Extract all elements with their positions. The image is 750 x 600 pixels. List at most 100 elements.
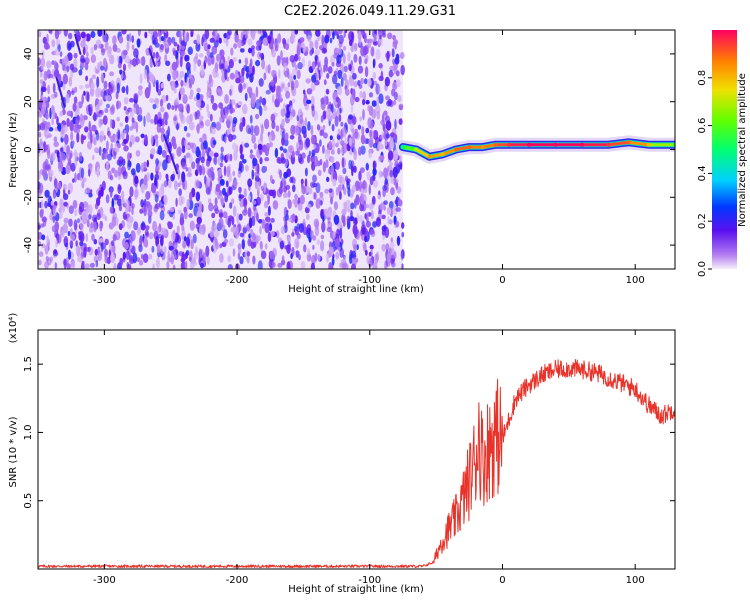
noise-blob bbox=[391, 48, 395, 58]
noise-blob bbox=[295, 241, 299, 249]
noise-blob bbox=[328, 140, 332, 149]
noise-blob bbox=[301, 125, 307, 135]
noise-blob bbox=[292, 98, 296, 104]
noise-blob bbox=[196, 99, 202, 108]
noise-blob bbox=[212, 102, 218, 111]
noise-blob bbox=[340, 121, 344, 127]
noise-blob bbox=[195, 180, 202, 188]
noise-blob bbox=[338, 174, 343, 184]
noise-blob bbox=[140, 183, 145, 194]
noise-blob bbox=[342, 167, 347, 175]
colorbar-tick-label: 0.6 bbox=[697, 118, 708, 134]
track-segment bbox=[441, 148, 458, 156]
noise-blob bbox=[251, 45, 255, 50]
noise-blob bbox=[385, 243, 390, 251]
noise-blob bbox=[383, 167, 388, 179]
noise-blob bbox=[137, 227, 142, 234]
noise-blob bbox=[329, 135, 333, 140]
noise-blob bbox=[63, 183, 67, 191]
noise-blob bbox=[131, 44, 135, 50]
noise-blob bbox=[149, 98, 155, 103]
noise-blob bbox=[224, 60, 229, 69]
noise-blob bbox=[385, 133, 391, 139]
noise-blob bbox=[72, 102, 77, 112]
noise-blob bbox=[337, 69, 343, 79]
noise-blob bbox=[187, 46, 193, 55]
noise-blob bbox=[229, 153, 233, 162]
noise-blob bbox=[176, 123, 179, 131]
noise-blob bbox=[106, 160, 110, 166]
noise-blob bbox=[82, 46, 86, 56]
track-segment bbox=[481, 143, 498, 149]
noise-blob bbox=[199, 225, 203, 236]
noise-blob bbox=[170, 249, 177, 261]
noise-blob bbox=[113, 169, 119, 178]
noise-blob bbox=[38, 224, 41, 230]
noise-blob bbox=[152, 220, 158, 232]
noise-blob bbox=[310, 262, 315, 269]
noise-blob bbox=[353, 81, 358, 88]
noise-blob bbox=[40, 199, 44, 210]
noise-blob bbox=[163, 246, 167, 254]
noise-blob bbox=[381, 225, 387, 232]
noise-blob bbox=[344, 88, 350, 96]
noise-blob bbox=[370, 248, 373, 259]
noise-blob bbox=[181, 171, 186, 183]
noise-blob bbox=[112, 234, 117, 242]
noise-blob bbox=[336, 33, 340, 40]
noise-blob bbox=[294, 126, 300, 136]
noise-blob bbox=[283, 138, 289, 147]
noise-blob bbox=[38, 251, 44, 257]
noise-blob bbox=[181, 253, 187, 261]
noise-blob bbox=[176, 225, 180, 234]
noise-blob bbox=[92, 214, 97, 223]
noise-blob bbox=[200, 156, 205, 164]
noise-blob bbox=[177, 169, 181, 180]
noise-blob bbox=[325, 65, 329, 72]
noise-blob bbox=[129, 186, 134, 197]
noise-blob bbox=[341, 213, 346, 224]
noise-blob bbox=[104, 238, 109, 246]
noise-blob bbox=[54, 48, 60, 56]
noise-blob bbox=[221, 199, 225, 205]
noise-blob bbox=[172, 264, 176, 269]
noise-blob bbox=[381, 244, 386, 252]
noise-blob bbox=[98, 238, 104, 243]
noise-blob bbox=[368, 92, 374, 98]
noise-blob bbox=[334, 116, 339, 127]
noise-blob bbox=[352, 72, 357, 80]
noise-blob bbox=[44, 189, 50, 198]
noise-blob bbox=[53, 60, 58, 71]
noise-blob bbox=[110, 135, 115, 143]
noise-blob bbox=[127, 263, 132, 269]
noise-blob bbox=[157, 111, 162, 121]
noise-blob bbox=[320, 234, 325, 240]
noise-blob bbox=[46, 60, 52, 69]
noise-blob bbox=[154, 97, 160, 105]
noise-blob bbox=[275, 230, 280, 239]
noise-blob bbox=[152, 263, 156, 269]
noise-blob bbox=[159, 245, 164, 255]
noise-blob bbox=[384, 178, 388, 185]
noise-blob bbox=[93, 44, 98, 51]
noise-blob bbox=[339, 262, 342, 268]
noise-blob bbox=[227, 255, 231, 263]
noise-blob bbox=[239, 256, 244, 265]
noise-blob bbox=[239, 48, 245, 53]
noise-blob bbox=[210, 126, 216, 135]
noise-blob bbox=[181, 40, 185, 47]
noise-blob bbox=[173, 41, 178, 47]
noise-blob bbox=[338, 114, 342, 123]
noise-blob bbox=[209, 229, 214, 238]
noise-blob bbox=[289, 55, 296, 63]
noise-blob bbox=[321, 221, 326, 233]
noise-blob bbox=[247, 178, 253, 188]
noise-blob bbox=[128, 206, 131, 213]
noise-blob bbox=[247, 86, 253, 95]
noise-blob bbox=[224, 192, 229, 203]
noise-blob bbox=[189, 121, 195, 131]
noise-blob bbox=[312, 244, 315, 250]
noise-blob bbox=[131, 117, 135, 123]
noise-blob bbox=[332, 74, 338, 85]
